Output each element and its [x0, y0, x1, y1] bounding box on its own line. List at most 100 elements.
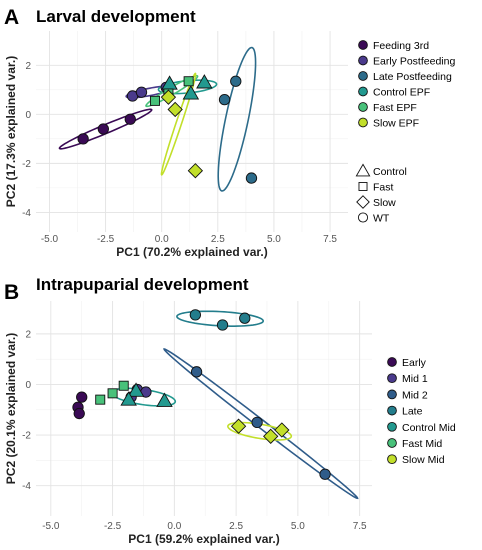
point-late-postfeeding: [218, 93, 231, 106]
point-feeding-3rd: [97, 123, 109, 135]
point-feeding-3rd: [124, 113, 136, 125]
x-tick-label: 7.5: [353, 521, 367, 532]
point-early: [73, 407, 85, 420]
legend-label: Mid 1: [402, 373, 428, 385]
y-tick-label: -4: [22, 208, 31, 219]
y-tick-label: 2: [25, 61, 31, 72]
legend-swatch: [387, 421, 397, 432]
legend-label: Late: [402, 406, 423, 418]
legend-swatch: [387, 357, 397, 367]
x-tick-label: -5.0: [41, 234, 59, 245]
legend-item-feeding-3rd: Feeding 3rd: [358, 40, 429, 52]
y-tick-label: 2: [25, 329, 31, 340]
chart-title: Intrapuparial development: [36, 275, 249, 294]
legend-label: Fast EPF: [373, 102, 417, 114]
legend-label: Fast Mid: [402, 438, 442, 450]
point-late: [216, 319, 229, 331]
legend-label: Slow Mid: [402, 454, 445, 466]
legend-item-slow-epf: Slow EPF: [358, 117, 419, 130]
legend-item-mid-2: Mid 2: [387, 389, 428, 401]
legend-label: Early: [402, 357, 427, 369]
x-tick-label: 5.0: [267, 234, 281, 245]
y-tick-label: 0: [25, 380, 31, 391]
legend-swatch: [387, 373, 397, 384]
legend-label: Control Mid: [402, 422, 456, 434]
legend-swatch: [358, 55, 368, 66]
chart-panel-b: B Intrapuparial development -5.0 -2.5 0.0 2.5…: [4, 275, 456, 546]
legend-label: Late Postfeeding: [373, 71, 452, 83]
point-mid-2: [251, 416, 263, 429]
legend: Early Mid 1 Mid 2 Late Control Mid Fast Mid Sl…: [387, 357, 456, 466]
y-tick-label: 0: [25, 110, 31, 121]
point-late-postfeeding: [230, 75, 242, 87]
shape-legend-label: Fast: [373, 182, 394, 194]
x-axis-title: PC1 (59.2% explained var.): [128, 532, 279, 546]
shape-legend-item-control: Control: [355, 163, 407, 178]
point-control-epf: [182, 85, 200, 100]
shape-legend-symbol-diamond: [356, 195, 370, 209]
x-axis-title: PC1 (70.2% explained var.): [116, 245, 267, 259]
legend-swatch: [358, 71, 368, 81]
point-late: [189, 309, 202, 321]
point-control-mid: [120, 391, 137, 406]
ellipses: [110, 310, 359, 500]
x-tick-label: -2.5: [104, 521, 122, 532]
x-tick-label: 0.0: [155, 234, 169, 245]
legend-item-mid-1: Mid 1: [387, 373, 428, 385]
shape-legend-item-wt: WT: [357, 212, 390, 225]
x-tick-label: -5.0: [42, 521, 60, 532]
grid: [36, 31, 348, 232]
legend-swatch: [358, 86, 368, 97]
y-axis-title: PC2 (17.3% explained var.): [4, 56, 18, 207]
point-mid-2: [190, 366, 203, 378]
legend-swatch: [387, 438, 397, 448]
legend-item-fast-mid: Fast Mid: [387, 438, 442, 450]
shape-legend-symbol-square: [358, 182, 368, 191]
legend-swatch: [358, 102, 368, 112]
legend-label: Slow EPF: [373, 118, 419, 130]
x-tick-label: -2.5: [97, 234, 115, 245]
y-axis-title: PC2 (20.1% explained var.): [4, 333, 18, 484]
legend-item-late-postfeeding: Late Postfeeding: [358, 71, 452, 83]
x-tick-label: 5.0: [291, 521, 305, 532]
shape-legend-symbol-circle: [357, 212, 369, 223]
shape-legend: Control Fast Slow WT: [355, 163, 407, 225]
point-fast-epf: [149, 95, 160, 106]
point-slow-epf: [160, 89, 177, 105]
legend-label: Control EPF: [373, 87, 430, 99]
legend-swatch: [387, 405, 397, 416]
y-tick-label: -2: [22, 159, 31, 170]
x-tick-label: 2.5: [229, 521, 243, 532]
legend-swatch: [387, 454, 397, 465]
legend-item-fast-epf: Fast EPF: [358, 102, 417, 114]
legend: Feeding 3rd Early Postfeeding Late Postfee…: [358, 40, 455, 130]
point-fast-mid: [95, 394, 106, 405]
chart-title: Larval development: [36, 7, 196, 26]
point-control-mid: [156, 392, 173, 407]
points: [77, 74, 258, 184]
point-slow-epf: [167, 101, 183, 118]
point-early: [76, 391, 88, 403]
shape-legend-label: Slow: [373, 197, 396, 209]
point-fast-mid: [107, 388, 118, 399]
point-mid-2: [319, 468, 331, 480]
shape-legend-label: Control: [373, 166, 407, 178]
point-feeding-3rd: [77, 133, 89, 145]
x-tick-label: 7.5: [323, 234, 337, 245]
shape-legend-label: WT: [373, 213, 390, 225]
point-fast-epf: [183, 76, 194, 87]
legend-item-early-postfeeding: Early Postfeeding: [358, 55, 455, 68]
chart-panel-a: A Larval development -5.0 -2.5 0.0 2.5 5.0 7.5 -…: [4, 6, 455, 259]
x-tick-label: 2.5: [211, 234, 225, 245]
ellipses: [58, 46, 257, 192]
legend-label: Mid 2: [402, 389, 428, 401]
point-slow-mid: [263, 428, 279, 444]
legend-item-control-mid: Control Mid: [387, 421, 456, 434]
legend-item-control-epf: Control EPF: [358, 86, 430, 99]
legend-item-slow-mid: Slow Mid: [387, 454, 445, 466]
point-early-postfeeding: [135, 86, 148, 98]
y-tick-label: -4: [22, 481, 31, 492]
legend-swatch: [358, 117, 368, 128]
legend-swatch: [387, 389, 397, 400]
